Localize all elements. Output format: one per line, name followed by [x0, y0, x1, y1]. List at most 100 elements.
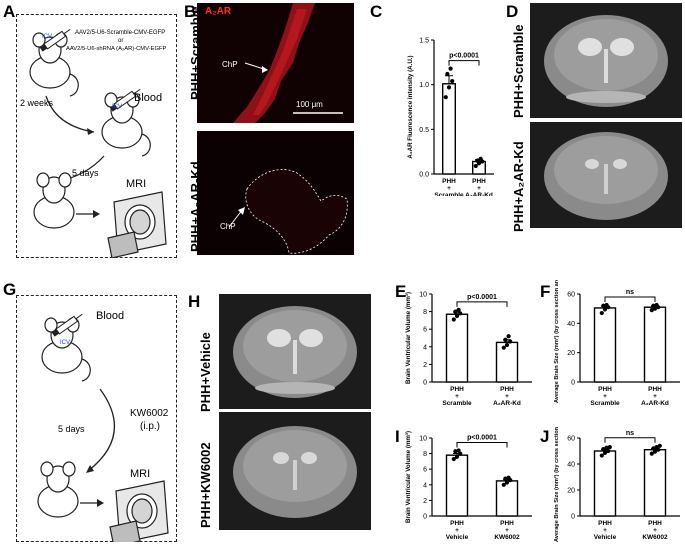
y-tick-label: 40 [567, 321, 575, 328]
arrow-icon [45, 95, 95, 133]
significance-bracket [604, 296, 656, 302]
data-point [649, 308, 654, 313]
y-axis-label: Brain Ventricular Volume (mm³) [405, 292, 412, 384]
data-point [504, 480, 510, 485]
mouse-icon [37, 461, 79, 518]
data-point [445, 71, 450, 77]
fluorescence-image-knockdown [197, 131, 354, 255]
mri-image-kw6002 [219, 412, 371, 530]
x-tick-label: + [653, 393, 657, 400]
data-point [506, 334, 511, 339]
x-tick-label: Vehicle [446, 534, 469, 541]
data-point [504, 342, 510, 348]
significance-bracket [456, 441, 508, 448]
icv-label-2: ICV [112, 104, 123, 110]
x-tick-label: A₂AR-Kd [465, 192, 493, 196]
bar-chart-f: 0 20 40 60 Average Brain Size (mm²) (by cros… [553, 280, 680, 407]
data-point [654, 302, 659, 308]
x-tick-label: PHH [450, 386, 464, 393]
data-point [506, 475, 511, 480]
bar-chart-j: 0 20 40 60 Average Brain Size (mm²) (by cros… [553, 426, 680, 542]
route-label: (i.p.) [140, 421, 160, 432]
data-point [501, 482, 506, 487]
panel-g-frame [16, 295, 177, 542]
significance-label: ns [626, 430, 634, 437]
y-tick-label: 6 [423, 327, 427, 334]
y-tick-label: 4 [423, 482, 427, 489]
y-tick-label: 0 [571, 514, 575, 521]
bar [495, 480, 519, 517]
panel-letter-a: A [3, 2, 16, 21]
bar [593, 450, 617, 517]
vector-scramble: AAV2/5-U6-Scramble-CMV-EGFP [75, 30, 166, 36]
row-label-d-scramble: PHH+Scramble [511, 24, 526, 118]
chp-label: ChP [222, 60, 238, 69]
bar-chart-e: 0 2 4 6 8 10 Brain Ventricular Volume (mm³) PHH… [405, 292, 532, 407]
data-point [475, 158, 480, 163]
data-point [501, 345, 506, 350]
mri-image-vehicle [219, 294, 371, 409]
y-tick-label: 0 [423, 514, 427, 521]
data-point [453, 309, 458, 314]
x-tick-label: PHH [598, 520, 612, 527]
panel-letter-i: I [395, 427, 400, 446]
data-point [651, 446, 656, 451]
mouse-icon [33, 172, 75, 229]
x-tick-label: Vehicle [594, 534, 617, 541]
data-point [458, 311, 463, 316]
data-point [503, 476, 508, 481]
bar [445, 313, 469, 383]
data-point [649, 451, 654, 456]
x-tick-label: + [603, 527, 607, 534]
significance-label: p<0.0001 [467, 294, 497, 301]
panel-letter-c: C [370, 2, 383, 21]
y-tick-label: 60 [567, 436, 575, 443]
y-tick-label: 0.5 [419, 127, 429, 134]
data-point [607, 445, 612, 450]
y-tick-label: 0 [571, 380, 575, 387]
x-tick-label: Scramble [442, 400, 472, 407]
row-label-vehicle: PHH+Vehicle [198, 332, 213, 412]
data-point [604, 302, 609, 308]
bar [445, 454, 469, 517]
bar-chart-c: 0.0 0.5 1.0 1.5 A₂AR Fluorescence intensity … [407, 38, 494, 196]
y-tick-label: 0 [423, 380, 427, 387]
data-point [451, 317, 456, 322]
x-tick-label: + [505, 393, 509, 400]
bar [643, 306, 667, 383]
y-tick-label: 40 [567, 462, 575, 469]
significance-bracket [456, 301, 508, 307]
data-point [602, 307, 608, 312]
y-axis-label: Brain Ventricular Volume (mm³) [405, 431, 412, 523]
x-tick-label: KW6002 [494, 534, 520, 541]
x-tick-label: + [603, 393, 607, 400]
syringe-icon [39, 28, 71, 52]
syringe-icon [109, 88, 141, 112]
data-point [451, 456, 456, 462]
x-tick-label: + [455, 527, 459, 534]
y-tick-label: 10 [419, 436, 427, 443]
panel-letter-h: H [188, 292, 201, 311]
x-tick-label: A₂AR-Kd [493, 400, 521, 407]
panel-a-schematic [29, 28, 167, 258]
data-point [443, 95, 448, 100]
x-tick-label: + [447, 185, 451, 192]
significance-label: p<0.0001 [467, 434, 497, 441]
stain-label: A₂AR [205, 6, 232, 17]
y-tick-label: 1.5 [419, 38, 429, 45]
x-tick-label: PHH [598, 386, 612, 393]
significance-bracket [448, 60, 480, 66]
x-tick-label: Scramble [590, 400, 620, 407]
data-point [601, 303, 606, 308]
x-tick-label: KW6002 [642, 534, 668, 541]
data-point [456, 307, 461, 312]
drug-label: KW6002 [130, 408, 169, 419]
data-point [450, 78, 455, 84]
icv-label: ICV [42, 34, 53, 40]
mri-image-scramble [530, 3, 682, 118]
x-tick-label: PHH [648, 386, 662, 393]
y-tick-label: 0.0 [419, 172, 429, 179]
y-tick-label: 6 [423, 467, 427, 474]
bar [593, 307, 617, 383]
panel-a-frame [16, 14, 177, 258]
